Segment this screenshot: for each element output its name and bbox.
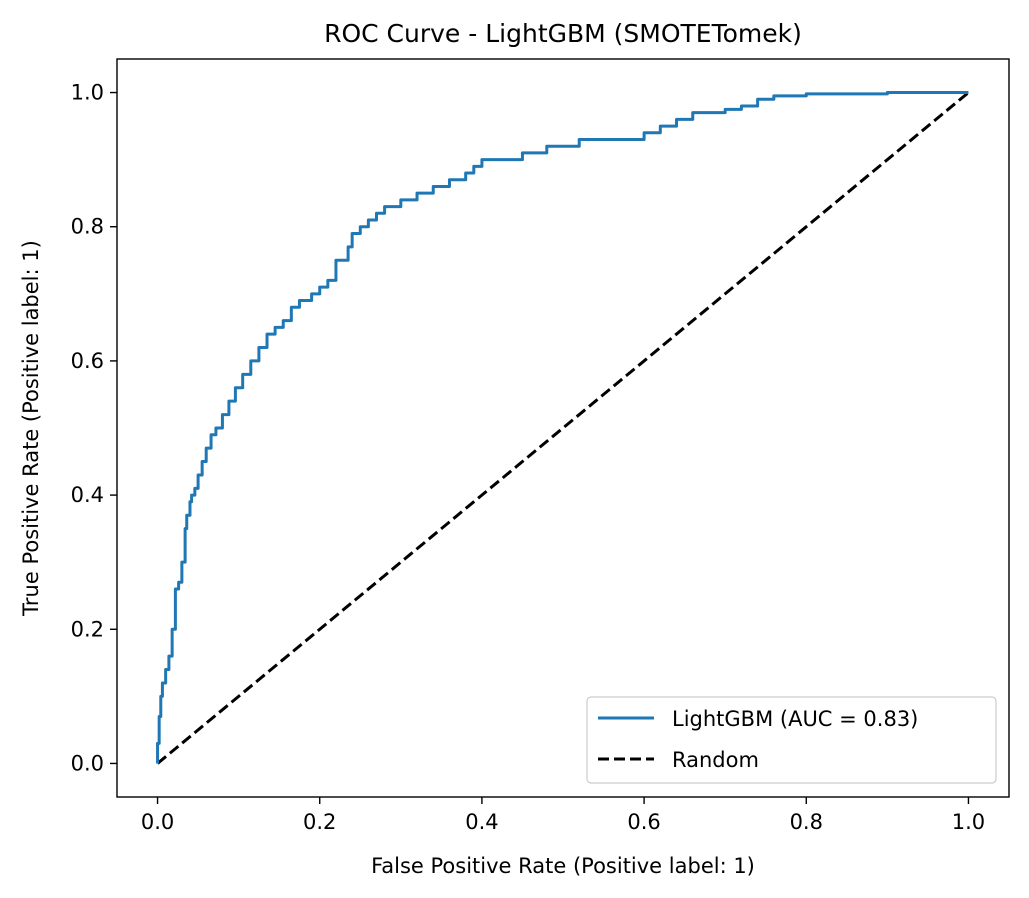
series-layer bbox=[156, 91, 970, 765]
x-axis-label: False Positive Rate (Positive label: 1) bbox=[371, 854, 755, 878]
y-tick-label: 0.2 bbox=[71, 617, 104, 641]
x-tick-label: 0.2 bbox=[303, 810, 336, 834]
y-tick-label: 0.4 bbox=[71, 483, 104, 507]
series-line-lightgbm bbox=[156, 91, 969, 764]
plot-frame bbox=[116, 58, 1010, 798]
y-axis-label: True Positive Rate (Positive label: 1) bbox=[19, 240, 43, 617]
x-tick-label: 1.0 bbox=[952, 810, 985, 834]
y-tick-label: 1.0 bbox=[71, 81, 104, 105]
y-tick-label: 0.8 bbox=[71, 215, 104, 239]
legend-label-random: Random bbox=[672, 748, 759, 772]
chart-title: ROC Curve - LightGBM (SMOTETomek) bbox=[324, 19, 802, 48]
x-tick-label: 0.4 bbox=[465, 810, 498, 834]
x-tick-label: 0.0 bbox=[141, 810, 174, 834]
legend-label-lightgbm: LightGBM (AUC = 0.83) bbox=[672, 707, 918, 731]
axis-ticks: 0.0 0.2 0.4 0.6 0.8 1.0 0.0 0.2 0.4 0.6 0.8 1.0 bbox=[71, 81, 986, 834]
x-tick-label: 0.8 bbox=[790, 810, 823, 834]
legend-box bbox=[586, 696, 997, 784]
x-tick-label: 0.6 bbox=[627, 810, 660, 834]
legend: LightGBM (AUC = 0.83) Random bbox=[586, 696, 997, 784]
y-tick-label: 0.0 bbox=[71, 751, 104, 775]
y-tick-label: 0.6 bbox=[71, 349, 104, 373]
